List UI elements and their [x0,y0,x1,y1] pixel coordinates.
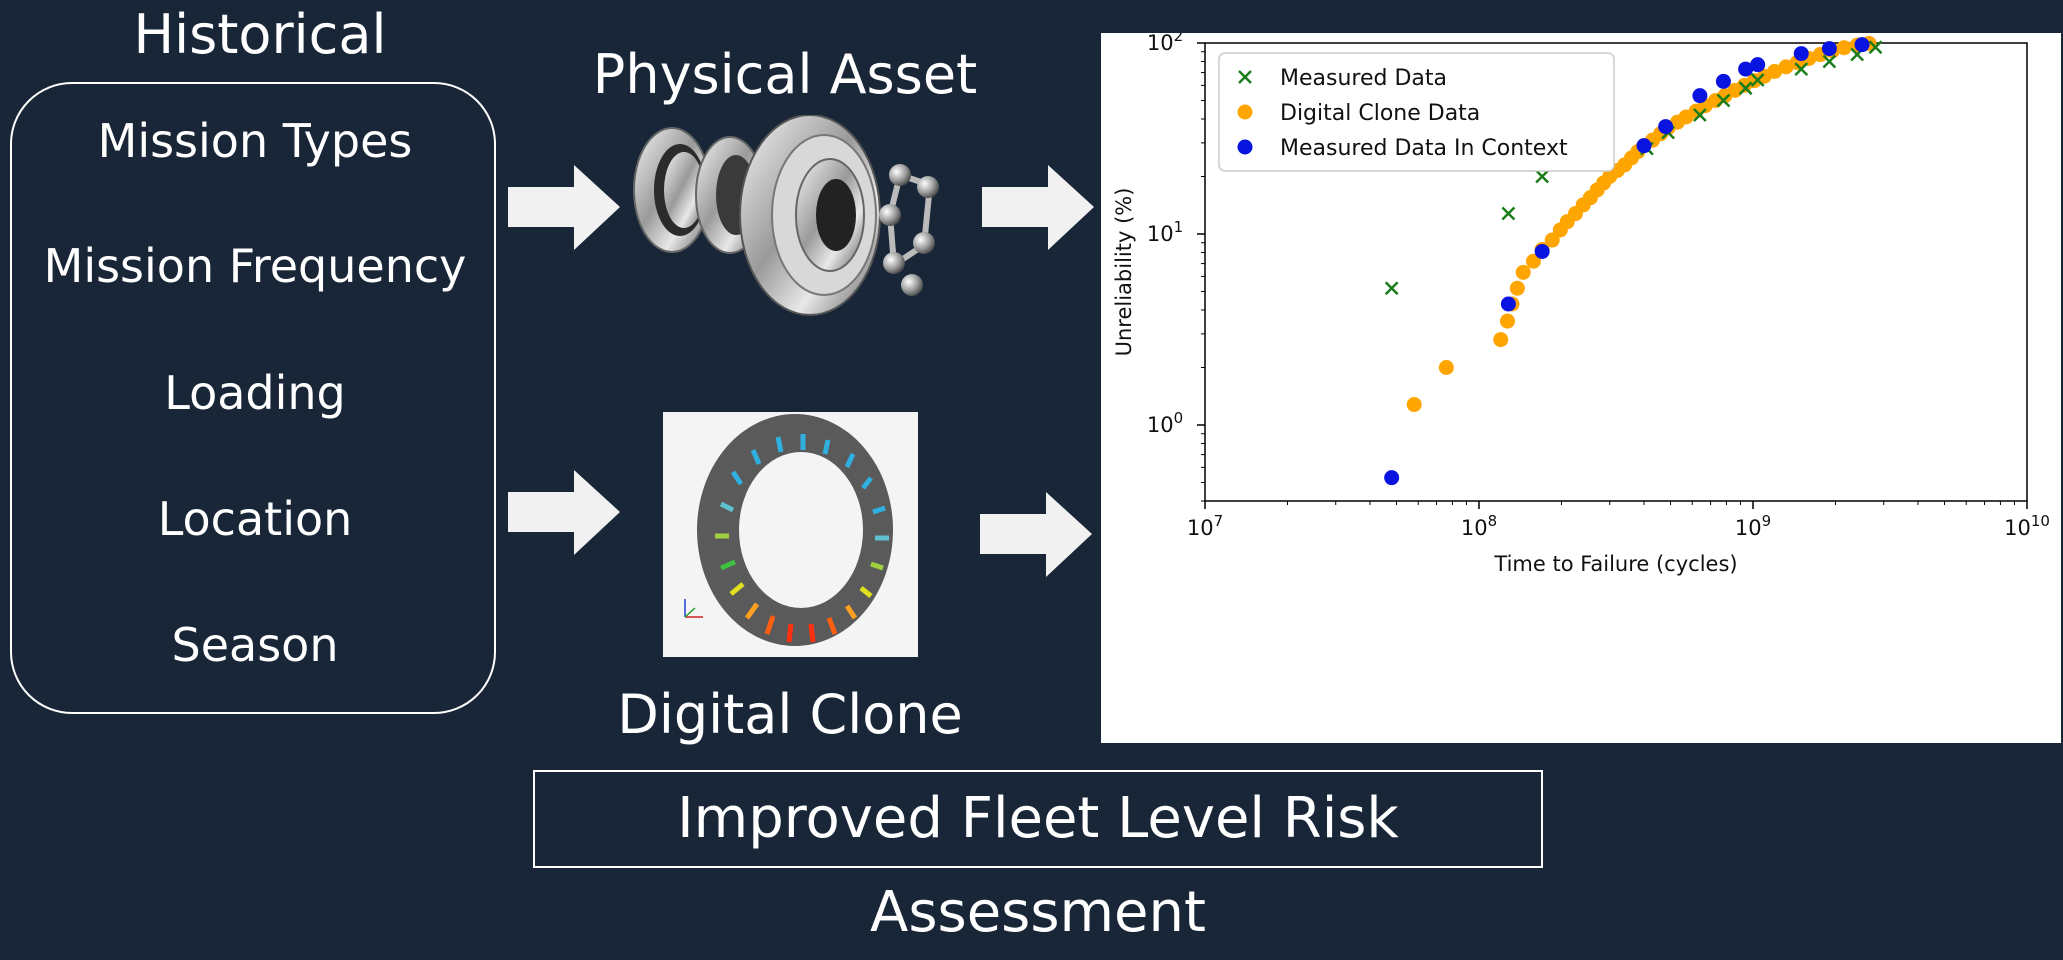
x-marker-stroke [1501,206,1516,221]
legend-x-marker [1238,70,1252,84]
digital-clone-point [1499,313,1515,329]
plot-frame [1204,42,2028,502]
measured-data-point [1716,93,1731,108]
context-data-point [1793,46,1809,62]
context-data-point [1715,73,1731,89]
digital-clone-point [1544,232,1560,248]
physical-asset-title: Physical Asset [592,43,978,106]
legend-dot-marker [1237,104,1253,120]
y-tick-label: 100 [1147,409,1183,437]
context-data-point [1534,243,1550,259]
x-axis-label: Time to Failure (cycles) [1493,552,1737,576]
x-marker-stroke [1822,54,1837,69]
measured-data-point [1693,108,1707,122]
digital-clone-point [1493,332,1509,348]
measured-data-point [1738,81,1753,96]
x-marker-stroke [1716,93,1731,108]
measured-data-point [1794,62,1809,76]
legend-box [1218,52,1615,172]
context-data-point [1384,470,1400,486]
measured-data-point [1384,281,1399,296]
x-marker-stroke [1750,73,1765,87]
legend-label: Digital Clone Data [1280,101,1480,126]
historical-item-mission-types: Mission Types [97,114,413,168]
arrow-right-icon [980,492,1092,577]
unreliability-chart: 107 108 109 1010 100 101 102 Measured Data Digit… [1101,33,2061,743]
x-marker-stroke [1535,169,1550,184]
arrow-right-icon [508,470,620,555]
x-marker-stroke [1384,281,1399,296]
historical-item-mission-frequency: Mission Frequency [43,239,467,293]
x-tick-label: 1010 [2004,512,2050,540]
digital-clone-point [1406,397,1422,413]
digital-clone-image [663,412,918,657]
context-data-point [1500,296,1516,312]
context-data-point [1636,138,1652,154]
measured-data-point [1535,169,1550,184]
historical-box: Mission Types Mission Frequency Loading … [10,82,496,714]
arrow-right-icon [982,165,1094,250]
arrow-right-icon [508,165,620,250]
digital-clone-point [1509,280,1525,296]
chart-legend: Measured Data Digital Clone Data Measured … [1218,52,1615,172]
x-tick-label: 108 [1461,512,1497,540]
measured-data-point [1822,54,1837,69]
historical-item-loading: Loading [164,366,346,420]
y-tick-label: 101 [1147,218,1183,246]
measured-data-point [1750,73,1765,87]
measured-data-point [1868,40,1883,55]
historical-item-location: Location [157,492,353,546]
digital-clone-point [1525,253,1541,269]
measured-data-point [1501,206,1516,221]
digital-clone-title: Digital Clone [617,683,963,746]
historical-item-season: Season [171,618,339,672]
x-marker-stroke [1738,81,1753,96]
x-marker-stroke [1693,108,1707,122]
y-tick-label: 102 [1147,33,1183,55]
simulation-render-icon [684,414,893,646]
x-tick-label: 107 [1187,512,1223,540]
context-data-point [1821,41,1837,57]
digital-clone-point [1836,40,1852,56]
context-data-point [1854,37,1870,53]
historical-title: Historical [133,3,387,66]
legend-dot-marker [1237,139,1253,155]
digital-clone-point [1767,63,1783,79]
x-marker-stroke [1794,62,1809,76]
context-data-point [1658,119,1674,135]
legend-label: Measured Data [1280,66,1447,91]
x-marker-stroke [1238,70,1252,84]
fleet-risk-assessment-box: Improved Fleet Level Risk Assessment [533,770,1543,945]
digital-clone-point [1515,264,1531,280]
y-axis-label: Unreliability (%) [1112,188,1136,357]
context-data-point [1692,88,1708,104]
digital-clone-point [1438,359,1454,375]
x-tick-label: 109 [1735,512,1771,540]
x-marker-stroke [1868,40,1883,55]
context-data-point [1750,57,1766,73]
chart-svg: 107 108 109 1010 100 101 102 Measured Data Digit… [1112,33,2050,576]
bearing-image [633,115,939,316]
context-data-point [1738,61,1754,77]
legend-label: Measured Data In Context [1280,136,1568,161]
